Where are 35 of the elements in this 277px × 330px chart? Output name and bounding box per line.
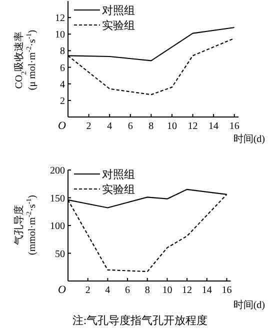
y-tick-label: 6 xyxy=(60,62,65,74)
x-tick-label: O xyxy=(58,120,66,132)
x-tick-label: 2 xyxy=(86,121,92,132)
legend-label: 实验组 xyxy=(102,19,135,32)
x-tick-label: 4 xyxy=(105,285,110,296)
x-tick-label: 16 xyxy=(222,285,232,296)
legend-label: 对照组 xyxy=(102,168,135,181)
x-tick-label: 14 xyxy=(208,121,219,132)
y-tick-label: 200 xyxy=(50,166,65,176)
x-tick-label: 12 xyxy=(182,285,192,296)
y-tick-label: 100 xyxy=(50,221,65,232)
x-tick-label: 2 xyxy=(85,285,90,296)
x-tick-label: 10 xyxy=(166,121,177,132)
text: 注:气孔导度指气孔开放程度 xyxy=(72,314,208,327)
y-tick-label: 8 xyxy=(60,46,65,58)
x-tick-label: 8 xyxy=(144,285,150,296)
y-tick-label: 2 xyxy=(60,96,65,107)
x-tick-label: 12 xyxy=(188,121,198,132)
y-tick-label: 4 xyxy=(60,79,65,90)
x-tick-label: 4 xyxy=(107,121,112,132)
legend-label: 实验组 xyxy=(102,183,135,196)
x-tick-label: 8 xyxy=(148,121,154,132)
x-tick-label: O xyxy=(58,284,66,296)
y-tick-label: 12 xyxy=(55,13,65,24)
x-tick-label: 6 xyxy=(128,121,133,132)
y-tick-label: 150 xyxy=(50,193,65,204)
x-tick-label: 10 xyxy=(162,285,172,296)
legend-label: 对照组 xyxy=(102,4,135,17)
x-tick-label: 16 xyxy=(229,121,240,132)
x-tick-label: 14 xyxy=(202,285,212,296)
x-axis-title: 时间(d) xyxy=(233,133,265,145)
y-tick-label: 10 xyxy=(55,30,65,41)
x-axis-title: 时间(d) xyxy=(233,299,265,311)
x-tick-label: 6 xyxy=(125,285,130,296)
y-tick-label: 50 xyxy=(55,248,65,260)
